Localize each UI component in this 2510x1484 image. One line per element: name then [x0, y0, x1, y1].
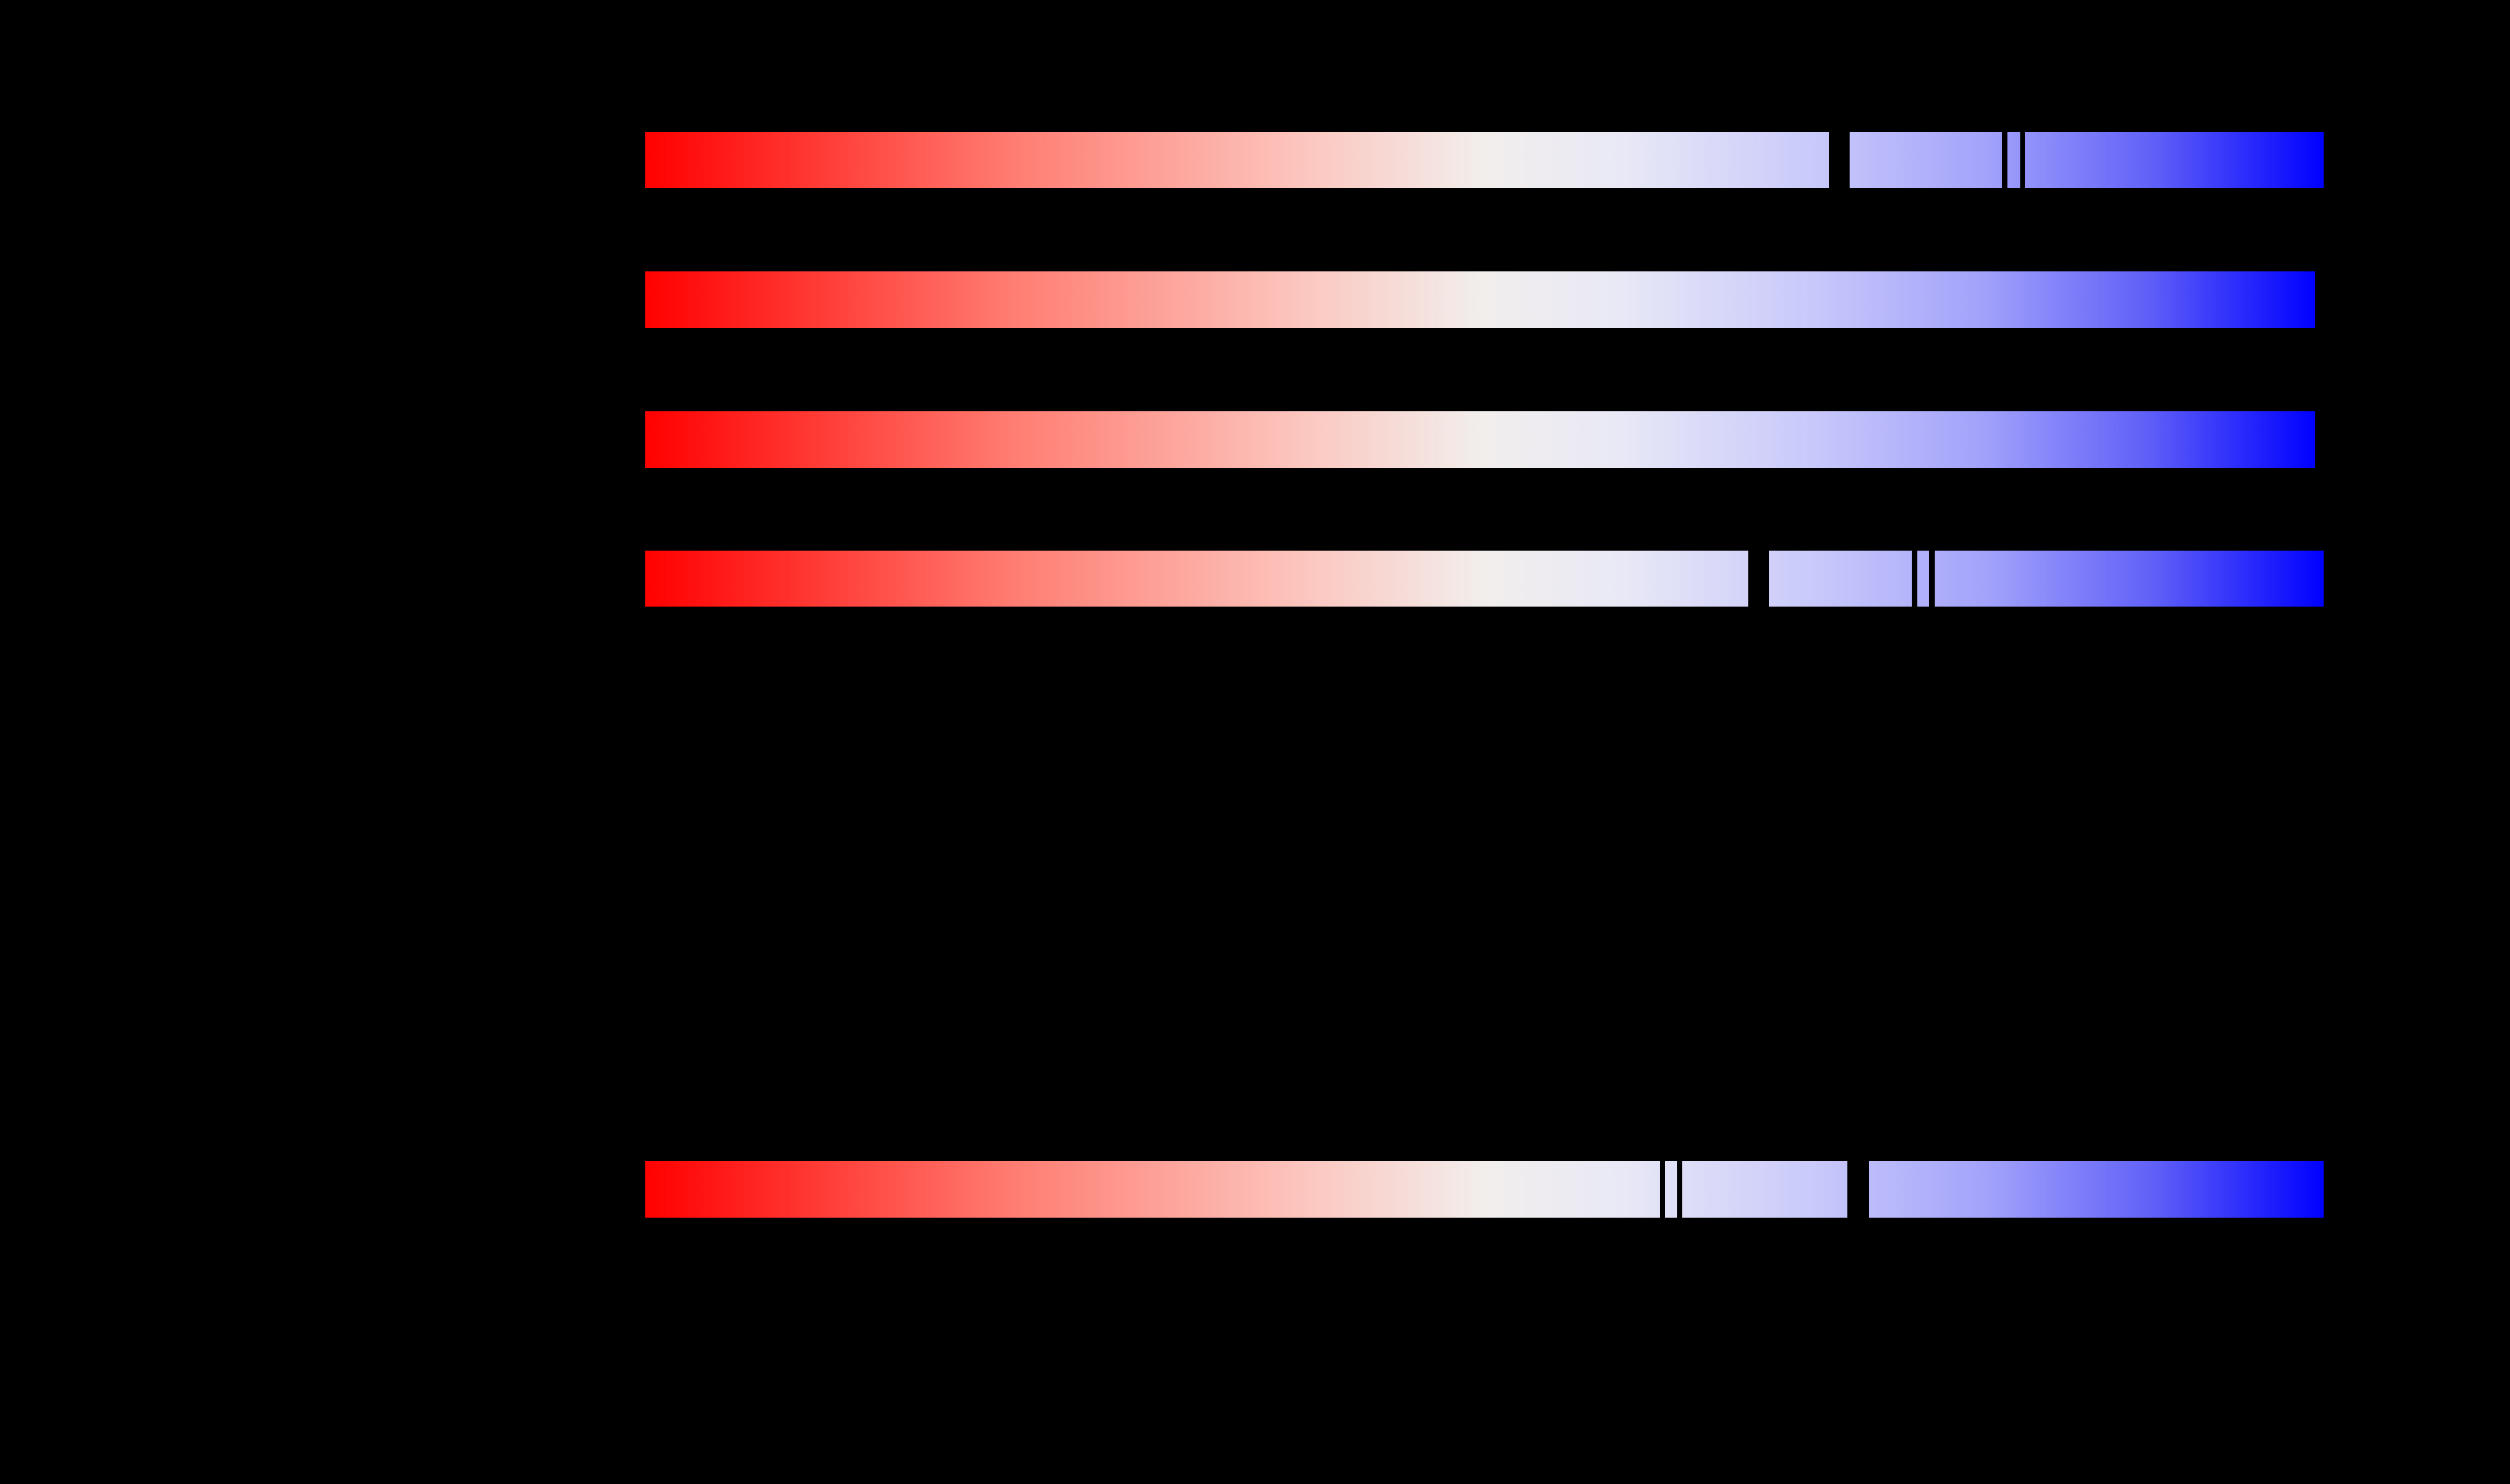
bar-break-marker-wide-gap: [1847, 1161, 1869, 1218]
gradient-bar-3: [645, 550, 2324, 607]
gradient-bar-2: [645, 411, 2315, 468]
bar-break-marker-thin-line: [2020, 132, 2025, 189]
bar-break-marker-thin-line: [1912, 550, 1917, 607]
gradient-bar-4: [645, 1161, 2324, 1218]
bar-break-marker-thin-line: [1677, 1161, 1682, 1218]
bar-break-marker-wide-gap: [1748, 550, 1769, 607]
gradient-bar-1: [645, 271, 2315, 328]
bar-break-marker-thin-line: [2002, 132, 2007, 189]
bar-break-marker-thin-line: [1929, 550, 1935, 607]
bar-break-marker-thin-line: [1660, 1161, 1665, 1218]
gradient-bar-0: [645, 132, 2324, 189]
bar-break-marker-wide-gap: [1829, 132, 1850, 189]
